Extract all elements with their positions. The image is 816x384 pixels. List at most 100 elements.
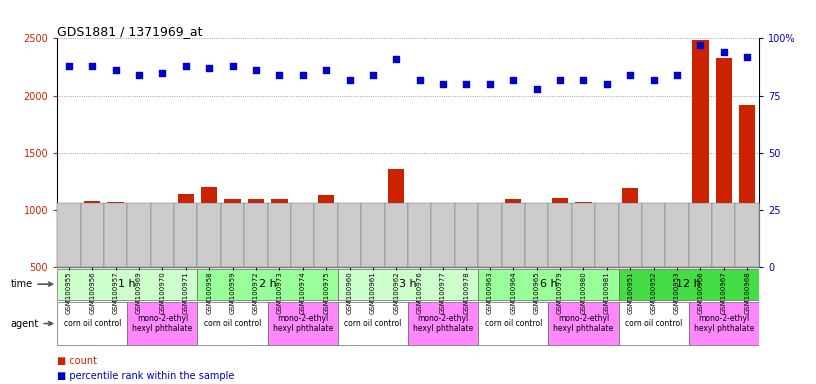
Bar: [408, 203, 432, 267]
Text: mono-2-ethyl
hexyl phthalate: mono-2-ethyl hexyl phthalate: [273, 314, 333, 333]
Text: mono-2-ethyl
hexyl phthalate: mono-2-ethyl hexyl phthalate: [694, 314, 754, 333]
Bar: [57, 269, 197, 300]
Bar: [197, 269, 338, 300]
Bar: [502, 203, 525, 267]
Bar: [57, 302, 127, 345]
Point: [483, 81, 496, 87]
Text: mono-2-ethyl
hexyl phthalate: mono-2-ethyl hexyl phthalate: [413, 314, 473, 333]
Bar: [291, 203, 314, 267]
Text: corn oil control: corn oil control: [625, 319, 682, 328]
Text: 12 h: 12 h: [676, 279, 701, 289]
Point: [296, 72, 309, 78]
Text: ■ count: ■ count: [57, 356, 97, 366]
Text: corn oil control: corn oil control: [344, 319, 401, 328]
Bar: [689, 302, 759, 345]
Text: corn oil control: corn oil control: [64, 319, 121, 328]
Bar: [622, 188, 638, 267]
Bar: [268, 302, 338, 345]
Text: corn oil control: corn oil control: [485, 319, 542, 328]
Bar: [57, 203, 759, 267]
Text: GDS1881 / 1371969_at: GDS1881 / 1371969_at: [57, 25, 202, 38]
Point: [647, 76, 660, 83]
Point: [671, 72, 684, 78]
Point: [460, 81, 473, 87]
Bar: [174, 203, 197, 267]
Bar: [665, 203, 689, 267]
Text: mono-2-ethyl
hexyl phthalate: mono-2-ethyl hexyl phthalate: [553, 314, 614, 333]
Point: [507, 76, 520, 83]
Bar: [314, 203, 338, 267]
Text: agent: agent: [11, 318, 52, 329]
Bar: [435, 213, 451, 267]
Bar: [104, 203, 127, 267]
Bar: [81, 203, 104, 267]
Bar: [365, 214, 381, 267]
Bar: [619, 302, 689, 345]
Bar: [197, 203, 221, 267]
Point: [530, 86, 543, 92]
Text: time: time: [11, 279, 52, 289]
Bar: [619, 203, 642, 267]
Bar: [505, 199, 521, 267]
Text: 2 h: 2 h: [259, 279, 277, 289]
Bar: [739, 105, 756, 267]
Point: [413, 76, 426, 83]
Bar: [221, 203, 244, 267]
Bar: [127, 203, 151, 267]
Bar: [548, 203, 572, 267]
Bar: [178, 194, 194, 267]
Point: [437, 81, 450, 87]
Text: 3 h: 3 h: [399, 279, 417, 289]
Text: mono-2-ethyl
hexyl phthalate: mono-2-ethyl hexyl phthalate: [132, 314, 193, 333]
Bar: [575, 202, 592, 267]
Bar: [525, 203, 548, 267]
Text: 6 h: 6 h: [539, 279, 557, 289]
Bar: [248, 199, 264, 267]
Point: [694, 42, 707, 48]
Point: [366, 72, 379, 78]
Bar: [388, 169, 405, 267]
Bar: [642, 203, 665, 267]
Bar: [716, 58, 732, 267]
Point: [343, 76, 356, 83]
Bar: [459, 215, 475, 267]
Text: 1 h: 1 h: [118, 279, 136, 289]
Bar: [669, 204, 685, 267]
Point: [202, 65, 215, 71]
Point: [741, 54, 754, 60]
Bar: [271, 199, 287, 267]
Bar: [689, 203, 712, 267]
Bar: [244, 203, 268, 267]
Bar: [432, 203, 455, 267]
Bar: [478, 203, 502, 267]
Bar: [151, 203, 174, 267]
Bar: [197, 302, 268, 345]
Bar: [552, 198, 568, 267]
Bar: [154, 204, 171, 267]
Bar: [411, 212, 428, 267]
Point: [717, 49, 730, 55]
Bar: [735, 203, 759, 267]
Bar: [295, 203, 311, 267]
Bar: [548, 302, 619, 345]
Bar: [384, 203, 408, 267]
Point: [180, 63, 193, 69]
Bar: [619, 269, 759, 300]
Point: [132, 72, 145, 78]
Bar: [338, 302, 408, 345]
Bar: [572, 203, 595, 267]
Bar: [338, 203, 361, 267]
Text: corn oil control: corn oil control: [204, 319, 261, 328]
Point: [250, 67, 263, 73]
Point: [601, 81, 614, 87]
Bar: [455, 203, 478, 267]
Point: [320, 67, 333, 73]
Bar: [201, 187, 217, 267]
Bar: [127, 302, 197, 345]
Text: ■ percentile rank within the sample: ■ percentile rank within the sample: [57, 371, 234, 381]
Bar: [131, 215, 147, 267]
Point: [577, 76, 590, 83]
Point: [273, 72, 286, 78]
Point: [156, 70, 169, 76]
Bar: [84, 200, 100, 267]
